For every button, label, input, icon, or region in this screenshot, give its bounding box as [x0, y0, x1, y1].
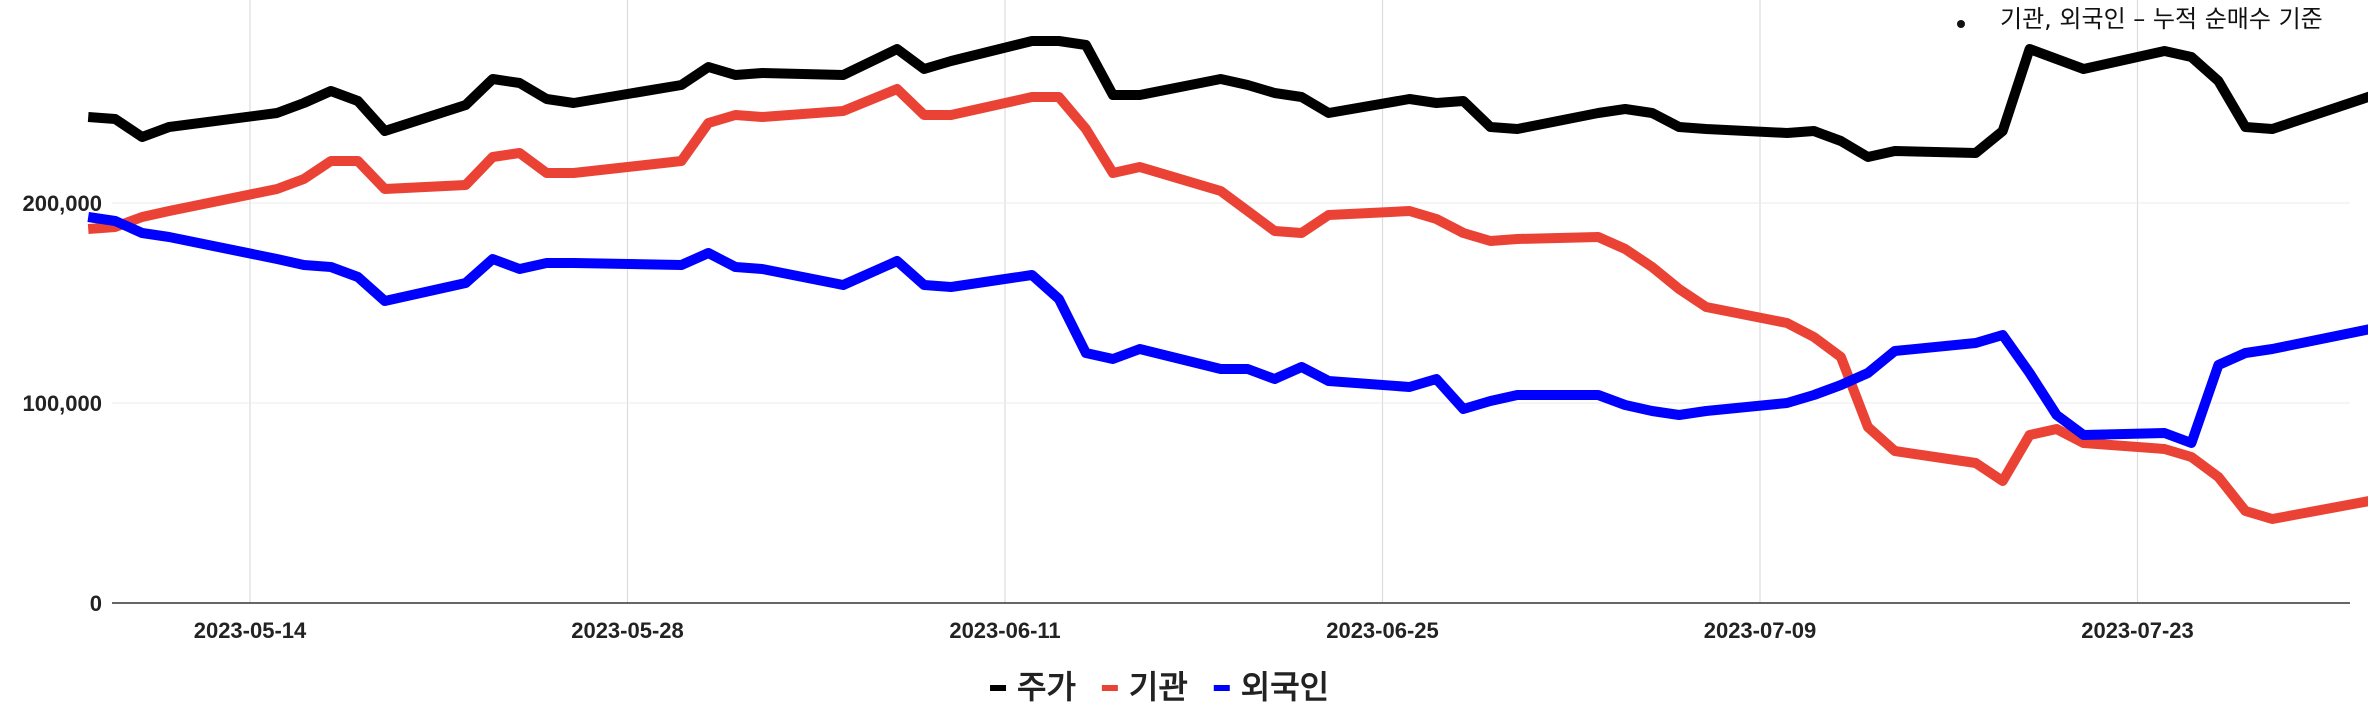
- legend-label: 외국인: [1241, 668, 1329, 706]
- x-tick-label: 2023-07-23: [2081, 618, 2194, 643]
- annotation-bullet-icon: [1957, 20, 1965, 28]
- y-tick-label: 200,000: [22, 191, 102, 216]
- annotation-text: 기관, 외국인 – 누적 순매수 기준: [2000, 5, 2323, 33]
- x-axis-tick-labels: 2023-05-14 2023-05-28 2023-06-11 2023-06-25…: [194, 618, 2194, 643]
- series-lines: [87, 36, 2368, 524]
- x-tick-label: 2023-07-09: [1704, 618, 1817, 643]
- legend-label: 기관: [1129, 668, 1188, 706]
- chart-annotation: 기관, 외국인 – 누적 순매수 기준: [1957, 5, 2323, 33]
- series-line-0: [87, 36, 2368, 162]
- legend-swatch: [1101, 685, 1118, 691]
- legend-swatch: [1213, 685, 1230, 691]
- y-tick-label: 100,000: [22, 391, 102, 416]
- x-tick-label: 2023-06-25: [1326, 618, 1439, 643]
- series-line-2: [87, 212, 2368, 448]
- y-axis-tick-labels: 0 100,000 200,000: [22, 191, 102, 616]
- x-tick-label: 2023-06-11: [949, 618, 1060, 643]
- series-line-1: [87, 84, 2368, 524]
- y-tick-label: 0: [90, 591, 102, 616]
- legend: 주가 기관 외국인: [990, 668, 1329, 706]
- x-tick-label: 2023-05-14: [194, 618, 307, 643]
- legend-label: 주가: [1017, 668, 1076, 706]
- legend-swatch: [990, 685, 1006, 691]
- x-tick-label: 2023-05-28: [571, 618, 684, 643]
